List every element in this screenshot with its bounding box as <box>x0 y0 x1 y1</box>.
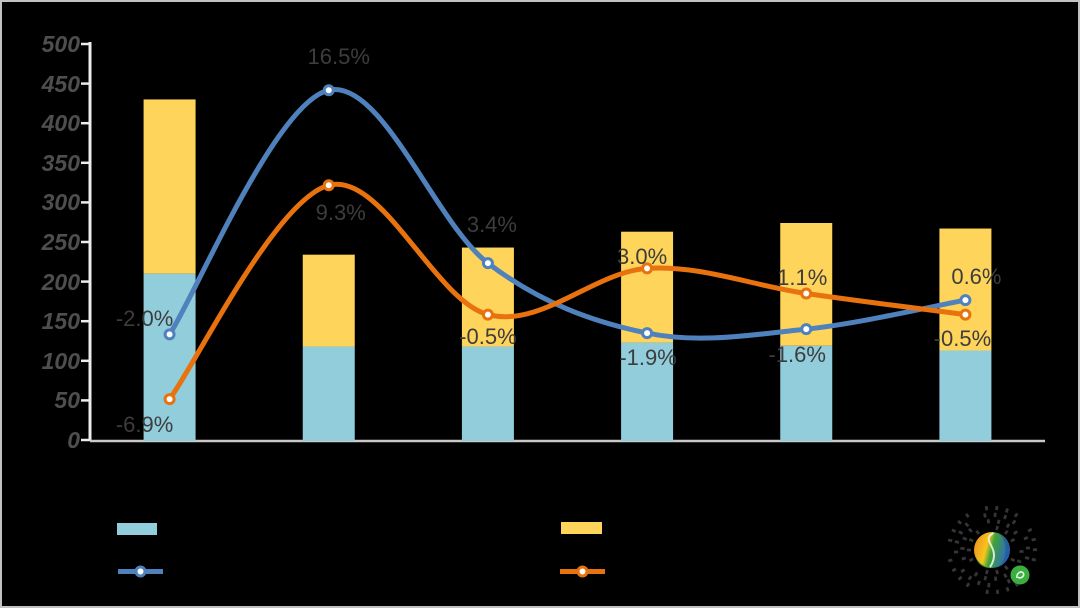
logo-seal-mark <box>1016 559 1022 564</box>
light-blue-bar-segment <box>939 350 992 441</box>
light-blue-bar-segment <box>461 346 514 441</box>
logo-seal-mark <box>958 530 964 535</box>
logo-seal-mark <box>995 569 999 575</box>
logo-seal-mark <box>983 513 987 518</box>
logo-seal-mark <box>984 505 989 511</box>
logo-seal-mark <box>996 519 1001 525</box>
logo-green-badge-icon <box>1010 565 1030 585</box>
logo-seal-mark <box>967 527 973 533</box>
logo-seal-mark <box>975 529 981 535</box>
logo-seal-mark <box>968 538 974 543</box>
legend <box>117 522 605 578</box>
legend-swatch-bar-blue <box>117 523 157 535</box>
logo-seal-mark <box>966 548 972 552</box>
blue-growth-line-marker <box>163 328 176 341</box>
y-axis <box>81 42 1045 443</box>
light-blue-bar-segment <box>621 342 674 441</box>
logo-seal-mark <box>960 568 966 574</box>
orange-growth-line-marker <box>322 179 335 192</box>
logo-seal-text-ring <box>947 505 1038 595</box>
logo-seal-mark <box>947 538 953 543</box>
logo-seal-mark <box>947 558 953 563</box>
line-markers <box>163 84 972 406</box>
blue-growth-line-marker <box>800 323 813 336</box>
yellow-bar-segment <box>302 254 355 347</box>
logo-sphere-icon <box>974 532 1010 568</box>
orange-growth-line-marker <box>800 287 813 300</box>
logo-seal-mark <box>1031 557 1037 562</box>
logo-seal-mark <box>1032 548 1038 552</box>
logo-seal-mark <box>1023 536 1029 541</box>
stacked-bars <box>143 99 992 441</box>
orange-growth-line-marker <box>641 262 654 275</box>
logo-seal-mark <box>953 550 959 554</box>
light-blue-bar-segment <box>302 346 355 441</box>
logo-seal-mark <box>995 525 999 531</box>
logo-seal-mark <box>1012 530 1019 535</box>
logo-seal-mark <box>1003 573 1008 579</box>
logo-seal-mark <box>957 519 963 525</box>
logo-seal-mark <box>986 519 991 524</box>
logo-seal-mark <box>1003 529 1009 535</box>
logo-seal-mark <box>1004 508 1009 513</box>
logo-seal-mark <box>1005 523 1011 529</box>
logo-seal-mark <box>1010 557 1016 562</box>
blue-growth-line-marker <box>481 257 494 270</box>
logo-seal-mark <box>1025 546 1031 550</box>
logo-seal-mark <box>951 567 957 573</box>
logo-seal-mark <box>960 546 965 551</box>
logo-seal-mark <box>993 512 997 518</box>
logo-seal-mark <box>1013 512 1019 518</box>
logo-seal-mark <box>1005 586 1010 592</box>
logo-seal-mark <box>973 571 979 577</box>
logo-seal-mark <box>1006 578 1012 584</box>
logo-seal-mark <box>954 540 960 544</box>
company-logo <box>947 505 1038 595</box>
yellow-bar-segment <box>621 231 674 343</box>
logo-seal-mark <box>985 569 989 575</box>
orange-growth-line-marker <box>959 308 972 321</box>
logo-seal-mark <box>951 528 957 533</box>
logo-seal-mark <box>965 582 971 588</box>
logo-seal-mark <box>985 589 989 595</box>
logo-seal-mark <box>1011 519 1017 525</box>
light-blue-bar-segment <box>780 345 833 441</box>
logo-seal-mark <box>964 522 970 528</box>
blue-growth-line-marker <box>959 294 972 307</box>
yellow-bar-segment <box>143 99 196 274</box>
orange-growth-line-marker <box>163 393 176 406</box>
orange-growth-line <box>167 181 968 402</box>
blue-growth-line-marker <box>322 84 335 97</box>
logo-seal-mark <box>1027 527 1033 533</box>
logo-seal-mark <box>964 512 970 519</box>
legend-marker-icon <box>576 565 589 578</box>
yellow-bar-segment <box>939 228 992 351</box>
logo-seal-mark <box>962 536 968 541</box>
logo-seal-mark <box>957 575 963 581</box>
logo-seal-mark <box>961 556 967 561</box>
logo-seal-mark <box>1003 565 1009 571</box>
trend-lines <box>167 87 968 402</box>
logo-seal-mark <box>995 589 1000 595</box>
logo-seal-mark <box>983 575 988 581</box>
logo-seal-mark <box>987 582 991 588</box>
logo-seal-mark <box>1003 514 1008 520</box>
logo-seal-mark <box>1019 549 1024 554</box>
legend-swatch-bar-yellow <box>561 522 602 534</box>
blue-growth-line-marker <box>641 327 654 340</box>
logo-seal-mark <box>967 575 973 581</box>
logo-seal-mark <box>993 576 998 581</box>
logo-seal-mark <box>1024 556 1030 560</box>
logo-seal-mark <box>968 557 974 562</box>
logo-seal-mark <box>1010 538 1016 543</box>
logo-seal-mark <box>995 505 999 511</box>
legend-marker-icon <box>134 565 147 578</box>
orange-growth-line-marker <box>481 308 494 321</box>
logo-seal-mark <box>976 580 981 586</box>
logo-seal-mark <box>1031 537 1037 542</box>
